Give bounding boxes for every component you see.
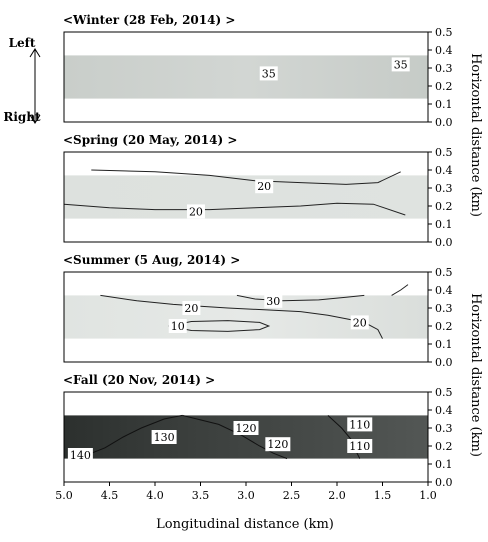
x-tick-label: 3.0 <box>237 489 255 502</box>
svg-text:130: 130 <box>154 431 175 444</box>
y-tick-label: 0.4 <box>435 284 453 297</box>
y-tick-label: 0.0 <box>435 236 453 249</box>
contour-label: 110 <box>347 417 373 432</box>
x-tick-label: 4.5 <box>101 489 119 502</box>
svg-text:30: 30 <box>266 295 280 308</box>
contour-label: 130 <box>151 430 177 444</box>
svg-text:20: 20 <box>257 180 271 193</box>
contour-label: 35 <box>391 57 410 72</box>
y-tick-label: 0.4 <box>435 404 453 417</box>
x-tick-label: 1.5 <box>374 489 392 502</box>
svg-text:140: 140 <box>70 449 91 462</box>
contour-fill-band <box>64 55 428 99</box>
contour-label: 110 <box>347 439 373 453</box>
contour-fill-band <box>64 175 428 219</box>
y-axis-label-lower: Horizontal distance (km) <box>468 293 483 457</box>
panel-1: <Winter (28 Feb, 2014) > 35 35 0.5 0.4 0.3 0.2… <box>63 13 453 129</box>
y-tick-label: 0.2 <box>435 440 453 453</box>
contour-line <box>391 284 409 296</box>
svg-text:110: 110 <box>349 440 370 453</box>
y-axis-label-upper: Horizontal distance (km) <box>468 53 483 217</box>
contour-line <box>236 294 365 302</box>
y-tick-label: 0.4 <box>435 164 453 177</box>
panel-2: <Spring (20 May, 2014) > 20 20 0.5 0.4 0.3 0.2… <box>63 133 453 249</box>
svg-text:20: 20 <box>184 302 198 315</box>
svg-text:35: 35 <box>394 58 408 71</box>
direction-left-label: Left <box>9 36 36 50</box>
x-tick-label: 5.0 <box>55 489 73 502</box>
panel-3: <Summer (5 Aug, 2014) > 30 20 10 20 0.5 0.4 0.3… <box>63 253 453 369</box>
contour-label: 20 <box>255 179 274 194</box>
svg-text:120: 120 <box>236 422 257 435</box>
contour-label: 30 <box>264 293 283 308</box>
contour-label: 140 <box>67 448 93 462</box>
direction-indicator: Left Right <box>3 36 41 124</box>
direction-right-label: Right <box>3 110 41 124</box>
y-tick-label: 0.2 <box>435 320 453 333</box>
contour-label: 20 <box>350 315 369 330</box>
y-tick-label: 0.3 <box>435 182 453 195</box>
svg-text:110: 110 <box>349 418 370 431</box>
y-tick-label: 0.1 <box>435 218 453 231</box>
y-tick-label: 0.5 <box>435 266 453 279</box>
y-tick-label: 0.1 <box>435 98 453 111</box>
contour-label: 120 <box>265 437 291 452</box>
contour-label: 20 <box>186 204 205 219</box>
x-tick-label: 4.0 <box>146 489 164 502</box>
panel-frame <box>63 271 429 363</box>
svg-text:10: 10 <box>171 320 185 333</box>
y-tick-label: 0.5 <box>435 146 453 159</box>
y-tick-label: 0.5 <box>435 26 453 39</box>
x-tick-label: 2.0 <box>328 489 346 502</box>
y-tick-label: 0.1 <box>435 338 453 351</box>
svg-text:35: 35 <box>262 67 276 80</box>
y-tick-label: 0.1 <box>435 458 453 471</box>
contour-label: 35 <box>259 66 278 81</box>
contour-line <box>168 320 271 332</box>
panel-frame <box>63 31 429 123</box>
contour-line <box>63 202 406 216</box>
svg-text:120: 120 <box>267 438 288 451</box>
x-tick-label: 1.0 <box>419 489 437 502</box>
contour-line <box>77 414 183 460</box>
direction-arrow-down-icon <box>29 114 41 124</box>
x-axis-label: Longitudinal distance (km) <box>156 517 334 532</box>
panel-title: <Winter (28 Feb, 2014) > <box>63 13 235 27</box>
contour-line <box>91 169 401 185</box>
y-tick-label: 0.0 <box>435 476 453 489</box>
contour-label: 20 <box>182 301 201 315</box>
y-tick-label: 0.4 <box>435 44 453 57</box>
contour-label: 120 <box>233 421 259 435</box>
y-tick-label: 0.3 <box>435 302 453 315</box>
panel-title: <Spring (20 May, 2014) > <box>63 133 237 147</box>
svg-text:20: 20 <box>189 205 203 218</box>
x-axis: 5.0 4.5 4.0 3.5 3.0 2.5 2.0 1.5 1.0 <box>55 482 437 502</box>
panel-4: <Fall (20 Nov, 2014) > 120 110 130 120 110 140… <box>63 373 453 489</box>
y-tick-label: 0.2 <box>435 200 453 213</box>
y-tick-label: 0.0 <box>435 116 453 129</box>
y-tick-label: 0.3 <box>435 422 453 435</box>
panel-title: <Fall (20 Nov, 2014) > <box>63 373 215 387</box>
x-tick-label: 3.5 <box>192 489 210 502</box>
svg-text:20: 20 <box>353 316 367 329</box>
x-tick-label: 2.5 <box>283 489 301 502</box>
y-tick-label: 0.2 <box>435 80 453 93</box>
contour-fill-band <box>64 295 428 339</box>
contour-label: 10 <box>168 319 187 333</box>
panel-frame <box>63 151 429 243</box>
y-tick-label: 0.3 <box>435 62 453 75</box>
y-tick-label: 0.0 <box>435 356 453 369</box>
direction-arrow-up-icon <box>29 48 41 58</box>
contour-line <box>182 414 288 460</box>
y-tick-label: 0.5 <box>435 386 453 399</box>
panel-title: <Summer (5 Aug, 2014) > <box>63 253 240 267</box>
